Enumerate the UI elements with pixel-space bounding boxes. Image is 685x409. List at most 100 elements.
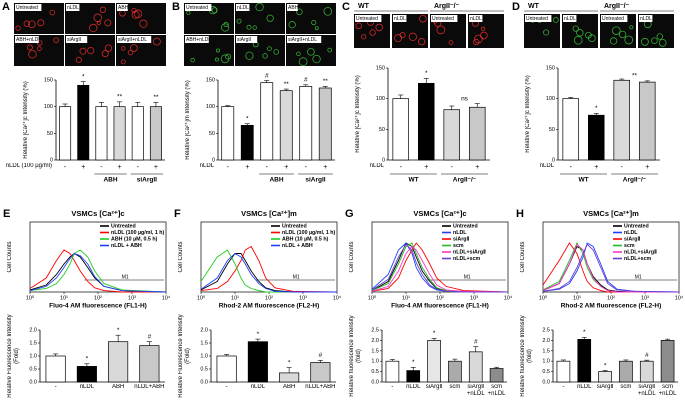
cell	[225, 53, 232, 60]
cell	[131, 10, 140, 19]
group-label: ArgII⁻/⁻	[453, 177, 477, 184]
image-header: ArgII⁻/⁻	[434, 3, 460, 10]
x-tick-label: siArgⅡ +nLDL	[466, 384, 485, 397]
cell	[651, 37, 658, 44]
y-axis-label-box: Relative [Ca²⁺]m Intensity (%)	[185, 80, 191, 160]
group-label: ArgII⁻/⁻	[623, 177, 647, 184]
group-label: ABH	[103, 177, 117, 184]
significance: #	[319, 352, 323, 359]
bar	[247, 341, 268, 383]
y-tick-label: 100	[546, 96, 555, 102]
y-axis-label-box: Cell Counts	[520, 242, 526, 273]
x-tick-label-box: scm	[620, 384, 631, 390]
image-label: siArgII	[67, 37, 81, 43]
cell	[221, 23, 230, 32]
y-tick-label: 0	[50, 157, 53, 163]
sign: -	[137, 164, 140, 171]
cell	[28, 20, 36, 29]
cell	[37, 19, 45, 27]
group-label: ABH	[269, 177, 283, 184]
legend-label: nLDL	[624, 230, 638, 236]
row-label-box: nLDL (100 μg/ml)	[6, 163, 52, 169]
y-tick-label: 0.5	[29, 366, 37, 372]
significance: *	[246, 115, 249, 122]
legend-label: nLDL + ABH	[111, 243, 142, 249]
image-label: ABH	[118, 5, 129, 11]
y-tick-label: 2.5	[371, 327, 379, 333]
cell	[26, 44, 33, 51]
y-tick-label: 0.0	[29, 379, 37, 385]
x-tick-label-box: nLDL	[577, 384, 591, 390]
x-tick-label-box: nLDL	[80, 384, 94, 390]
x-tick-label-box: nLDL	[406, 384, 420, 390]
cell	[629, 25, 634, 30]
y-axis-label-box: Relative fluorescence Intensity (fold)	[520, 315, 533, 396]
significance: #	[645, 352, 649, 359]
significance: **	[117, 94, 123, 101]
x-tick-label: nLDL+ABH	[134, 384, 165, 390]
chart-title: VSMCs [Ca²⁺]c	[71, 209, 124, 218]
x-tick-label: 10⁴	[504, 294, 513, 301]
cell	[216, 48, 220, 53]
bar	[310, 362, 331, 383]
significance: *	[86, 356, 89, 363]
x-tick-label-box: siArgⅡ +nLDL	[466, 384, 485, 397]
y-tick-label: 2.0	[29, 327, 37, 333]
y-axis-label-box: Relative [Ca²⁺]c Intensity (%)	[525, 75, 531, 153]
image-label: Untreated	[16, 5, 38, 11]
x-tick-label: 10³	[641, 295, 649, 301]
bar	[299, 86, 313, 161]
histogram-line	[200, 249, 337, 293]
image-label: siArgII	[237, 37, 251, 43]
image-label: ABH	[288, 5, 299, 11]
cell	[120, 59, 126, 65]
x-tick-label: scm +nLDL	[487, 384, 506, 397]
row-label: nLDL	[369, 163, 384, 169]
y-tick-label: 2.0	[371, 338, 379, 344]
bar	[240, 124, 254, 161]
y-tick-label: 2.0	[200, 327, 208, 333]
legend-label: nLDL + ABH	[282, 243, 313, 249]
cell	[658, 38, 667, 47]
x-tick-label: 10⁴	[675, 294, 684, 301]
y-tick-label: 150	[376, 65, 385, 71]
cell	[408, 32, 417, 41]
bar	[427, 340, 441, 383]
y-axis-label: Relative fluorescence Intensity (fold)	[349, 315, 362, 397]
x-tick-label-box: nLDL	[251, 384, 265, 390]
image-label-bg	[431, 15, 458, 22]
image-label-bg	[185, 36, 209, 43]
significance: **	[153, 94, 159, 101]
y-tick-label: 1.0	[29, 353, 37, 359]
x-tick-label: 10³	[128, 295, 136, 301]
x-tick-label: 10²	[436, 295, 444, 301]
image-label-bg	[469, 15, 483, 22]
bar	[619, 360, 633, 383]
significance: **	[284, 81, 290, 88]
x-tick-label: -	[562, 384, 565, 390]
cell	[436, 25, 446, 35]
y-tick-label: 1.0	[542, 359, 550, 365]
sign: -	[64, 164, 67, 171]
sign: +	[118, 164, 122, 171]
histogram-line	[542, 242, 680, 293]
cell	[87, 46, 95, 55]
x-tick-label: 10⁴	[162, 294, 171, 301]
cell	[576, 29, 584, 37]
marker-label: M1	[293, 274, 300, 280]
y-tick-label: 2.0	[542, 338, 550, 344]
significance: **	[323, 78, 329, 85]
y-tick-label: 100	[376, 96, 385, 102]
row-label-box: nLDL	[369, 163, 384, 169]
legend-label: ABH (10 µM, 0.5 h)	[282, 236, 329, 242]
cell	[611, 26, 621, 35]
panel-letter: D	[512, 1, 520, 13]
y-tick-label: 0.0	[200, 379, 208, 385]
panel-letter: G	[345, 208, 354, 220]
significance: *	[433, 330, 436, 337]
y-axis-label-box: Cell Counts	[7, 242, 13, 273]
cell	[214, 57, 219, 62]
panel-letter: A	[2, 1, 10, 13]
image-label-bg	[15, 36, 39, 43]
group-label: WT	[408, 177, 418, 184]
